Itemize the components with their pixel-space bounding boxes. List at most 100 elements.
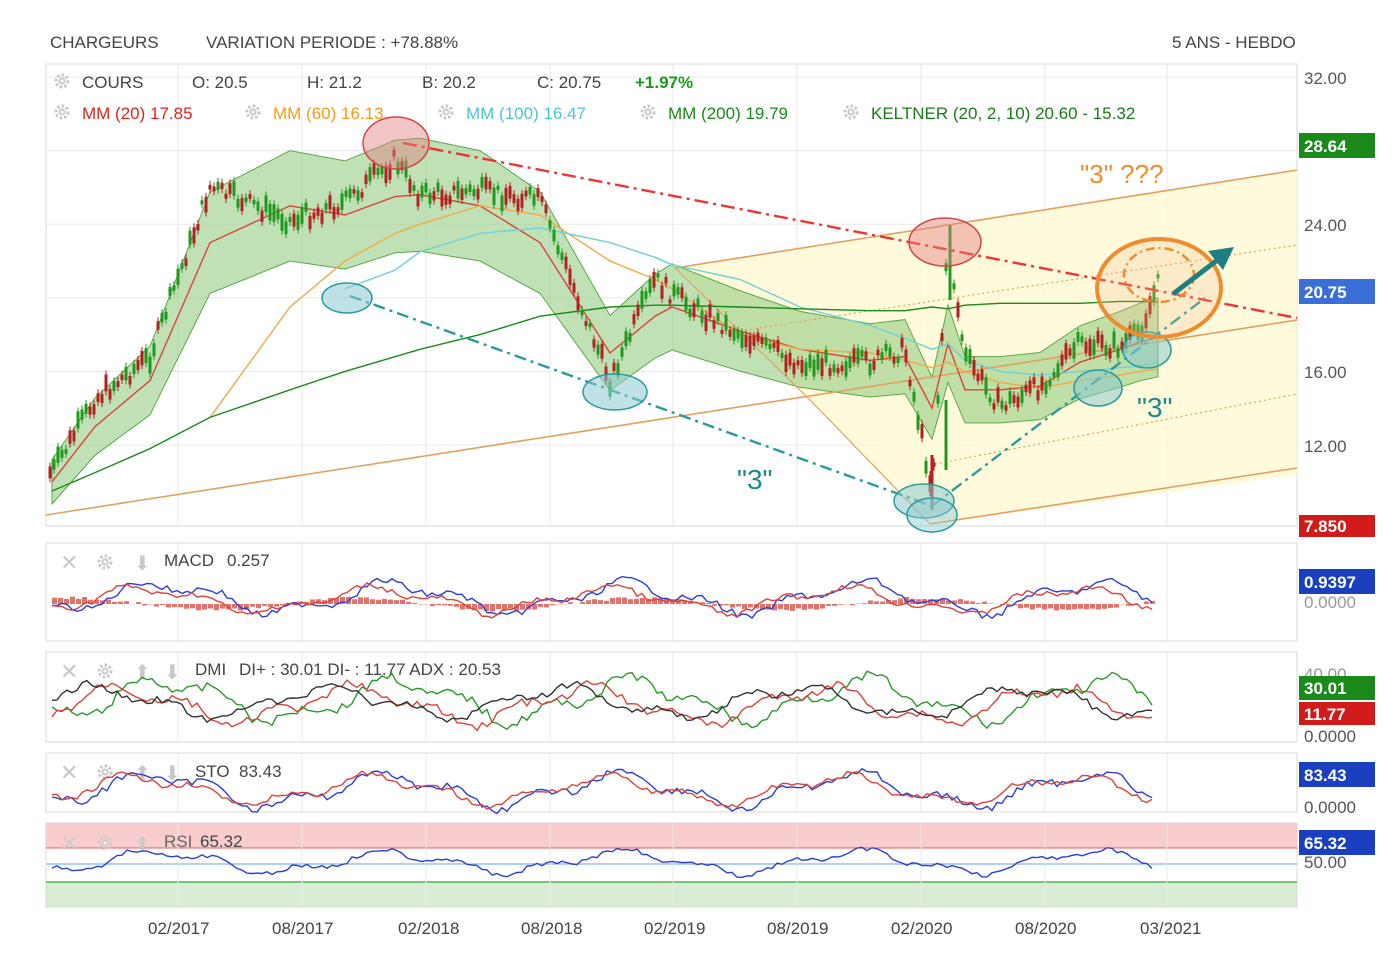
macd-histogram-bar [796, 604, 801, 609]
macd-histogram-bar [352, 599, 357, 604]
candle-body [80, 409, 84, 420]
candle-body [440, 189, 444, 207]
candle-body [200, 200, 204, 205]
candle-body [764, 337, 768, 346]
candle-body [732, 328, 736, 341]
macd-histogram-bar [898, 598, 903, 604]
move-down-icon[interactable]: ⬇ [164, 763, 181, 785]
macd-histogram-bar [478, 604, 483, 610]
candle-body [232, 181, 236, 196]
candle-body [1044, 383, 1048, 394]
macd-histogram-bar [502, 604, 507, 611]
candle-body [256, 201, 260, 211]
candle-body [144, 348, 148, 363]
macd-histogram-bar [538, 604, 543, 607]
candle-body [76, 411, 80, 429]
candle-body [904, 349, 908, 363]
candle-body [676, 287, 680, 295]
di-plus-line [51, 670, 1153, 731]
candle-body [284, 221, 288, 235]
macd-histogram-bar [268, 604, 273, 608]
close-icon[interactable]: ✕ [60, 831, 78, 856]
candle-body [116, 381, 120, 388]
macd-histogram-bar [244, 604, 249, 610]
candle-body [1144, 313, 1148, 329]
candle-body [308, 216, 312, 230]
close-icon[interactable]: ✕ [60, 760, 78, 785]
macd-histogram-bar [178, 604, 183, 608]
sto-panel: ✕ ⬆ ⬇ STO 83.43 83.43 0.0000 [45, 752, 1375, 817]
close-icon[interactable]: ✕ [60, 550, 78, 575]
candle-body [720, 329, 724, 334]
candle-body [724, 315, 728, 331]
candle-body [140, 350, 144, 366]
move-up-icon[interactable]: ⬆ [134, 662, 151, 684]
candle-body [384, 165, 388, 184]
macd-histogram-bar [772, 604, 777, 611]
move-down-icon[interactable]: ⬇ [134, 553, 151, 575]
candle-body [656, 273, 660, 278]
candle-body [456, 180, 460, 199]
candle-body [924, 460, 928, 474]
macd-histogram-bar [52, 597, 57, 604]
pitchfork-median-upper [744, 244, 1298, 331]
candle-body [1120, 341, 1124, 349]
macd-histogram-bar [784, 604, 789, 610]
candle-body [416, 194, 420, 207]
candle-body [196, 224, 200, 231]
candle-body [840, 365, 844, 372]
overlay-legend-item: MM (100) 16.47 [466, 104, 586, 123]
candle-body [228, 183, 232, 194]
macd-histogram-bar [970, 601, 975, 604]
candle-body [1148, 296, 1152, 314]
top-circle-2018 [362, 116, 430, 170]
candle-body [1096, 330, 1100, 344]
candle-body [820, 358, 824, 377]
macd-histogram-bar [1126, 604, 1131, 606]
overlay-legend: MM (20) 17.85 MM (60) 16.13 MM (100) 16.47… [54, 104, 1135, 123]
ma-line-200 [51, 300, 1159, 492]
macd-histogram-bar [496, 604, 501, 610]
candle-body [996, 387, 1000, 403]
candle-body [848, 356, 852, 368]
candle-body [592, 339, 596, 348]
macd-histogram-bar [808, 604, 813, 609]
candle-body [68, 430, 72, 444]
close-icon[interactable]: ✕ [60, 659, 78, 684]
candle-body [104, 374, 108, 392]
candle-body [548, 220, 552, 229]
macd-histogram-bar [1054, 604, 1059, 611]
target-circle-outer [1095, 237, 1223, 339]
candle-body [444, 194, 448, 205]
candle-body [364, 174, 368, 185]
candle-body [804, 362, 808, 377]
candle-body [652, 271, 656, 288]
candle-body [960, 334, 964, 342]
candle-body [184, 258, 188, 267]
move-down-icon[interactable]: ⬇ [164, 662, 181, 684]
macd-histogram-bar [472, 604, 477, 611]
candle-body [1060, 354, 1064, 366]
candle-body [360, 192, 364, 198]
candle-body [220, 182, 224, 189]
macd-histogram-bar [964, 600, 969, 604]
candle-body [552, 230, 556, 242]
macd-histogram-bar [610, 597, 615, 604]
macd-histogram-bar [202, 604, 207, 610]
macd-badge-text: 0.9397 [1304, 573, 1356, 592]
candle-body [748, 335, 752, 354]
macd-histogram-bar [82, 596, 87, 604]
rsi-overbought-zone [46, 823, 1297, 848]
candle-body [520, 193, 524, 208]
candle-body [1084, 341, 1088, 353]
rsi-label: RSI [164, 832, 192, 851]
macd-histogram-bar [550, 604, 555, 606]
candle-body [1032, 377, 1036, 385]
macd-histogram-bar [274, 604, 279, 607]
candle-body [852, 348, 856, 363]
candle-body [596, 344, 600, 355]
candle-body [884, 343, 888, 351]
dmi-panel: ✕ ⬆ ⬇ DMI DI+ : 30.01 DI- : 11.77 ADX : … [45, 651, 1375, 746]
candle-body [856, 348, 860, 364]
